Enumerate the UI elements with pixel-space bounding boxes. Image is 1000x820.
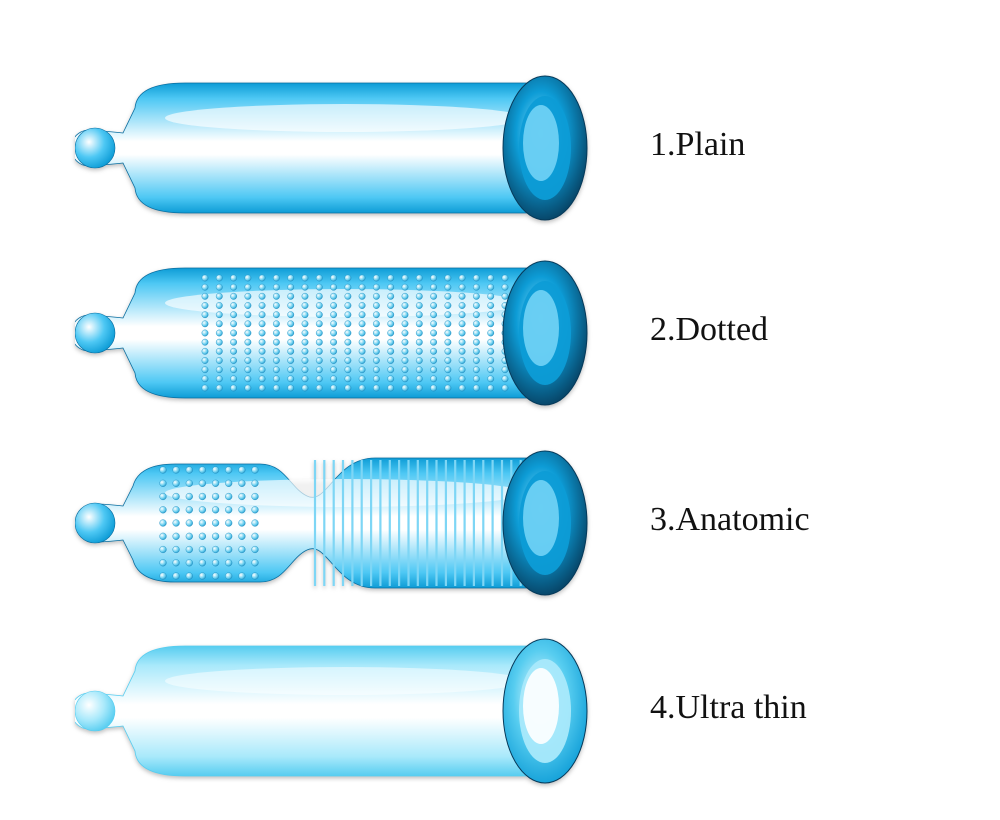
ultrathin-label: 4.Ultra thin: [650, 689, 807, 727]
anatomic-illustration: [75, 448, 595, 598]
plain-label: 1.Plain: [650, 126, 745, 164]
row-plain: 1.Plain: [0, 55, 1000, 235]
row-anatomic: 3.Anatomic: [0, 430, 1000, 610]
plain-illustration: [75, 73, 595, 223]
row-ultrathin: 4.Ultra thin: [0, 618, 1000, 798]
dotted-illustration: [75, 258, 595, 408]
dotted-label: 2.Dotted: [650, 311, 768, 349]
anatomic-label: 3.Anatomic: [650, 501, 810, 539]
row-dotted: 2.Dotted: [0, 240, 1000, 420]
ultrathin-illustration: [75, 636, 595, 786]
